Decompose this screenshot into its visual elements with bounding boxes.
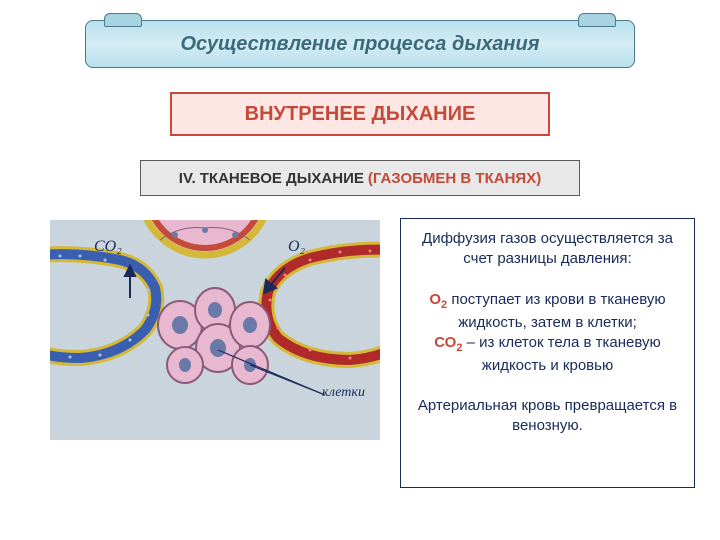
section-prefix: IV.: [179, 170, 196, 187]
artery: [266, 250, 380, 361]
subtitle-box: ВНУТРЕНЕЕ ДЫХАНИЕ: [170, 92, 550, 136]
o2-label: O₂: [288, 238, 305, 256]
section-box: IV. ТКАНЕВОЕ ДЫХАНИЕ (ГАЗОБМЕН В ТКАНЯХ): [140, 160, 580, 196]
conclusion-text: Артериальная кровь превращается в венозн…: [409, 396, 686, 437]
title-text: Осуществление процесса дыхания: [181, 33, 540, 56]
description-box: Диффузия газов осуществляется за счет ра…: [400, 218, 695, 488]
co2-line: СО2 – из клеток тела в тканевую жидкость…: [409, 333, 686, 376]
co2-symbol: СО: [434, 334, 456, 351]
top-cell-cluster: [140, 220, 270, 255]
o2-desc: поступает из крови в тканевую жидкость, …: [447, 291, 665, 331]
subtitle-text: ВНУТРЕНЕЕ ДЫХАНИЕ: [245, 103, 476, 126]
co2-arrow: [125, 266, 135, 298]
section-highlight: (ГАЗОБМЕН В ТКАНЯХ): [368, 170, 541, 187]
cells-label: клетки: [322, 385, 365, 401]
vein: [50, 254, 156, 358]
tissue-diagram: CO₂ O₂ клетки: [50, 220, 380, 440]
co2-desc: – из клеток тела в тканевую жидкость и к…: [462, 334, 660, 374]
cell-cluster: [158, 288, 270, 384]
title-banner: Осуществление процесса дыхания: [85, 20, 635, 68]
intro-text: Диффузия газов осуществляется за счет ра…: [409, 229, 686, 270]
section-main: ТКАНЕВОЕ ДЫХАНИЕ: [200, 170, 364, 187]
o2-line: О2 поступает из крови в тканевую жидкост…: [409, 290, 686, 333]
co2-label: CO₂: [94, 238, 122, 256]
o2-symbol: О: [429, 291, 441, 308]
